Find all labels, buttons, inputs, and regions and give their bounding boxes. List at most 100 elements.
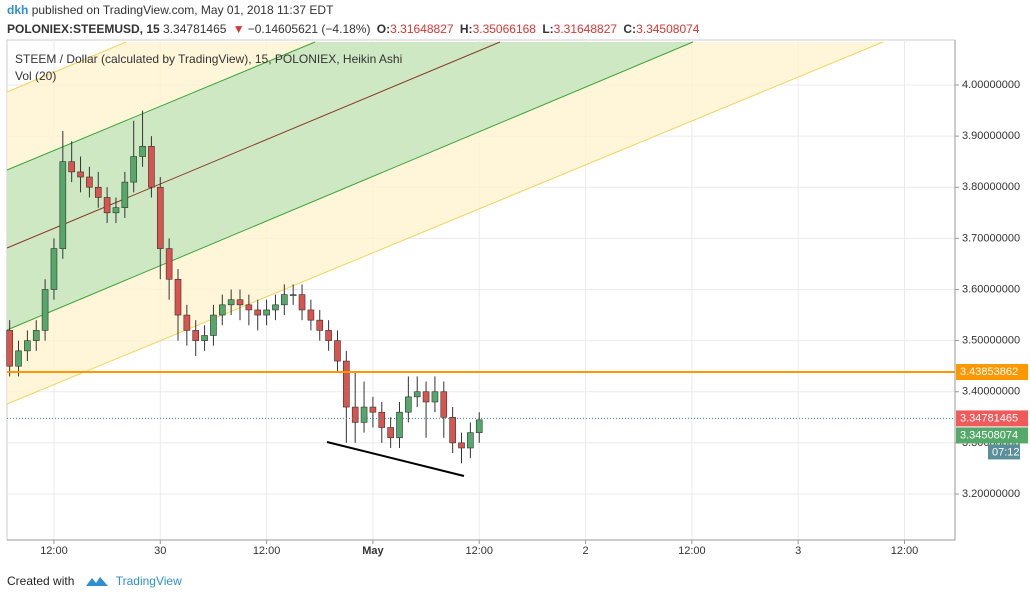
logo: [85, 577, 108, 586]
h-key: H:: [459, 22, 473, 36]
candle-body: [475, 419, 483, 433]
candle-body: [174, 278, 182, 316]
x-tick-label: 3: [795, 545, 801, 557]
candle-body: [32, 330, 40, 341]
x-tick-label: 2: [582, 545, 588, 557]
candle-body: [272, 304, 279, 311]
channel-line: [6, 41, 127, 93]
logo-shape: [85, 577, 108, 586]
candle-body: [192, 330, 200, 341]
candle-body: [351, 406, 359, 423]
c-key: C:: [623, 22, 637, 36]
footer: Created with TradingView: [7, 571, 182, 588]
candle-body: [218, 304, 226, 316]
candle-body: [59, 161, 67, 249]
x-tick-label: 12:00: [891, 545, 919, 557]
candle-body: [289, 294, 297, 296]
candle-body: [148, 146, 155, 188]
candle-body: [431, 391, 439, 403]
candle-body: [139, 146, 146, 157]
countdown-label: 07:12: [992, 446, 1020, 458]
created: Created with: [7, 574, 75, 588]
l: 3.31648827: [553, 22, 618, 36]
last: 3.34781465: [163, 22, 227, 36]
candle-body: [298, 294, 306, 311]
candle-body: [307, 309, 315, 321]
countdown-tag: [988, 444, 1020, 460]
y-tick-label: 3.70000000: [962, 232, 1020, 244]
candle-body: [458, 442, 465, 449]
channel-median: [6, 41, 501, 249]
candle-body: [387, 427, 394, 439]
x-tick-label: 12:00: [678, 545, 706, 557]
candle-body: [227, 299, 235, 306]
candle-body: [369, 406, 377, 413]
candle-body: [396, 411, 403, 439]
channel-line: [6, 41, 694, 331]
o-key: O:: [376, 22, 391, 36]
y-tick-label: 3.80000000: [962, 181, 1020, 193]
candle-body: [449, 417, 456, 444]
candle-body: [440, 391, 448, 418]
candle-body: [15, 350, 22, 367]
candle-body: [210, 314, 217, 336]
y-tick-label: 3.90000000: [962, 130, 1020, 142]
candle-body: [6, 330, 13, 367]
candle-body: [94, 186, 102, 198]
candle-body: [378, 411, 386, 428]
last-tag: [956, 410, 1028, 427]
candle-body: [86, 176, 93, 188]
candle-body: [245, 304, 253, 311]
candle-body: [77, 171, 84, 178]
indicator-label: Vol (20): [15, 69, 56, 83]
candle-body: [183, 314, 191, 331]
candle-body: [405, 396, 412, 413]
chart-title: STEEM / Dollar (calculated by TradingVie…: [15, 52, 402, 66]
y-tick-label: 3.50000000: [962, 335, 1020, 347]
author[interactable]: dkh: [7, 3, 29, 17]
candle-body: [281, 294, 288, 306]
candle-body: [103, 197, 111, 214]
candle-body: [343, 360, 350, 408]
c: 3.34508074: [636, 22, 700, 36]
candle-body: [121, 181, 129, 208]
o: 3.31648827: [390, 22, 454, 36]
candle-body: [325, 330, 332, 341]
change: −0.14605621 (−4.18%): [247, 22, 371, 36]
last-tag-label: 3.34781465: [960, 412, 1018, 424]
candle-body: [24, 340, 31, 352]
candle-body: [467, 432, 474, 449]
y-tick-label: 3.20000000: [962, 488, 1020, 500]
h: 3.35066168: [472, 22, 536, 36]
brand[interactable]: TradingView: [115, 574, 182, 588]
candle-body: [422, 391, 430, 403]
candle-body: [360, 406, 368, 423]
candle-body: [112, 207, 120, 214]
candle-body: [334, 340, 341, 362]
x-tick-label: 12:00: [253, 545, 281, 557]
x-tick-label: 12:00: [465, 545, 493, 557]
x-tick-label: 12:00: [40, 545, 68, 557]
l-key: L:: [542, 22, 554, 36]
published: published on TradingView.com, May 01, 20…: [31, 3, 334, 17]
trend-line: [326, 441, 465, 477]
candle-body: [263, 309, 270, 316]
close-tag-label: 3.34508074: [960, 429, 1018, 441]
channel-line: [6, 41, 884, 405]
candle-body: [201, 335, 208, 341]
candle-body: [130, 156, 137, 183]
close-tag: [956, 427, 1028, 444]
x-tick-label: 30: [154, 545, 166, 557]
y-tick-label: 4.00000000: [962, 79, 1020, 91]
channel-line: [6, 41, 316, 171]
symbol-line: POLONIEX:STEEMUSD, 15 3.34781465 ▼ −0.146…: [7, 22, 702, 36]
arrow: ▼: [232, 22, 245, 36]
x-tick-label: May: [362, 545, 384, 557]
candle-body: [68, 161, 75, 173]
price-tag: [956, 364, 1028, 381]
candle-body: [316, 319, 324, 331]
candle-body: [254, 309, 262, 316]
candle-body: [156, 186, 164, 249]
header-line: dkh published on TradingView.com, May 01…: [7, 3, 333, 17]
